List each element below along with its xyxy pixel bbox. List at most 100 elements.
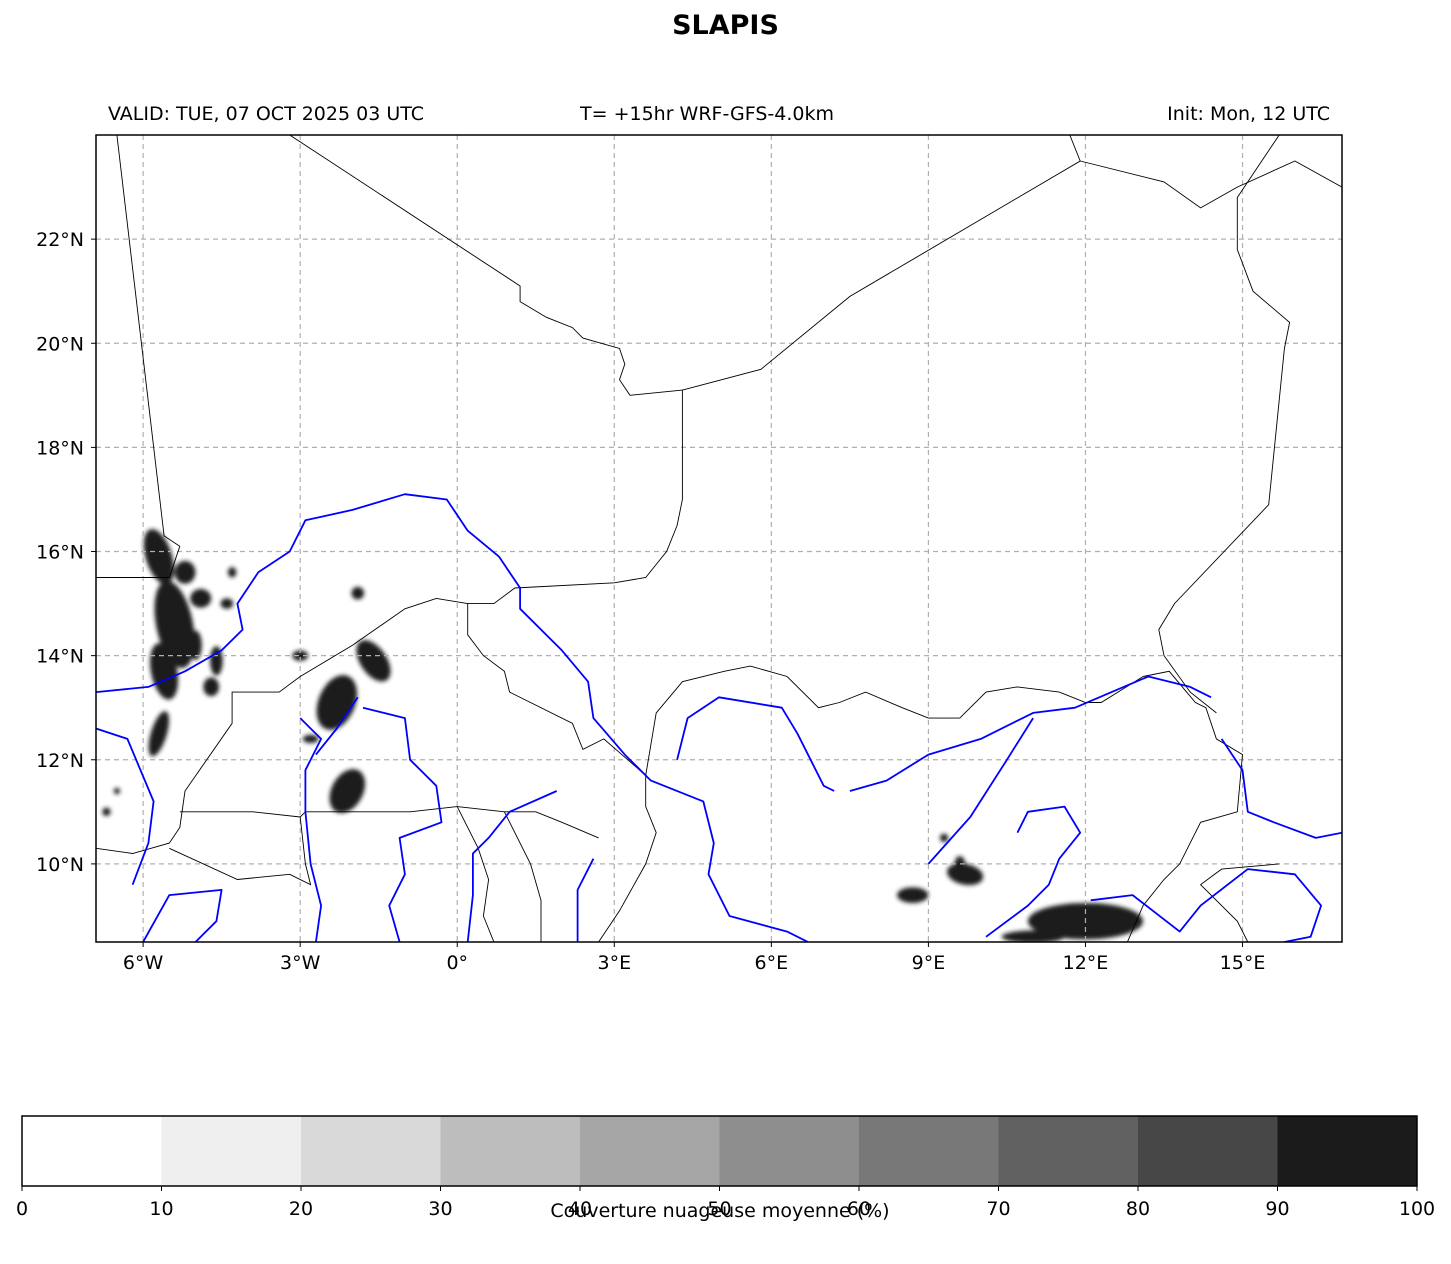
- cloud-cover-patch: [897, 887, 929, 903]
- river-line: [849, 675, 1212, 792]
- cloud-cover-patch: [148, 711, 170, 757]
- colorbar: [22, 1116, 1418, 1186]
- colorbar-tick-label: 0: [16, 1198, 28, 1220]
- river-line: [96, 727, 155, 886]
- lat-tick-label: 20°N: [36, 333, 84, 355]
- colorbar-tick-label: 100: [1399, 1198, 1435, 1220]
- cloud-cover-patch: [174, 560, 196, 584]
- lon-tick-label: 3°W: [280, 952, 321, 974]
- country-border: [169, 816, 312, 886]
- country-border: [1199, 863, 1280, 942]
- cloud-cover-patch: [102, 807, 111, 817]
- cloud-cover-patch: [316, 675, 358, 730]
- cloud-cover-patch: [210, 646, 223, 676]
- colorbar-swatch: [301, 1116, 441, 1186]
- river-line: [362, 706, 443, 942]
- latitude-ticks: 22°N 20°N 18°N 16°N 14°N 12°N 10°N: [36, 229, 96, 876]
- country-border: [179, 806, 599, 839]
- cloud-cover-patch: [954, 856, 966, 872]
- colorbar-swatch: [1277, 1116, 1418, 1186]
- cloud-cover-patch: [203, 677, 220, 697]
- river-line: [985, 805, 1082, 938]
- lat-tick-label: 22°N: [36, 229, 84, 251]
- colorbar-tick-label: 20: [289, 1198, 313, 1220]
- colorbar-tick-label: 30: [428, 1198, 452, 1220]
- longitude-ticks: 6°W 3°W 0° 3°E 6°E 9°E 12°E 15°E: [123, 942, 1265, 974]
- colorbar-swatch: [859, 1116, 999, 1186]
- lon-tick-label: 3°E: [597, 952, 631, 974]
- colorbar-swatch: [440, 1116, 581, 1186]
- river-line: [315, 696, 359, 756]
- colorbar-tick-label: 50: [707, 1198, 731, 1220]
- river-line: [927, 717, 1034, 865]
- lon-tick-label: 9°E: [912, 952, 946, 974]
- lat-tick-label: 10°N: [36, 854, 84, 876]
- colorbar-swatch: [998, 1116, 1139, 1186]
- cloud-cover-patch: [1001, 930, 1065, 942]
- country-borders: [96, 135, 1342, 942]
- lat-tick-label: 16°N: [36, 542, 84, 564]
- country-border: [96, 390, 683, 854]
- lat-tick-label: 14°N: [36, 646, 84, 668]
- country-border: [289, 135, 1081, 396]
- cloud-cover-patch: [189, 630, 202, 660]
- colorbar-tick-label: 10: [149, 1198, 173, 1220]
- river-line: [466, 790, 558, 942]
- cloud-cover-patch: [351, 586, 365, 600]
- colorbar-tick-label: 80: [1126, 1198, 1150, 1220]
- lat-tick-label: 18°N: [36, 437, 84, 459]
- lon-tick-label: 15°E: [1220, 952, 1266, 974]
- country-border: [1158, 135, 1291, 714]
- cloud-cover-patch: [329, 769, 366, 813]
- cloud-cover-patch: [143, 529, 174, 585]
- cloud-cover-patch: [220, 598, 234, 609]
- map-background: [96, 135, 1342, 942]
- cloud-cover-patch: [190, 589, 212, 608]
- colorbar-swatch: [580, 1116, 720, 1186]
- rivers-layer: [96, 493, 1342, 942]
- river-line: [576, 858, 595, 942]
- colorbar-tick-label: 60: [847, 1198, 871, 1220]
- cloud-cover-patch: [356, 640, 391, 682]
- map-title: SLAPIS: [672, 10, 779, 41]
- colorbar-label: Couverture nuageuse moyenne (%): [550, 1200, 890, 1222]
- lon-tick-label: 6°E: [755, 952, 789, 974]
- map-frame: [95, 134, 1343, 943]
- lon-tick-label: 6°W: [123, 952, 164, 974]
- colorbar-swatch: [161, 1116, 302, 1186]
- river-line: [96, 493, 809, 942]
- country-border: [1080, 160, 1342, 209]
- river-line: [676, 696, 835, 792]
- river-line: [299, 717, 323, 942]
- country-border: [503, 811, 542, 942]
- colorbar-swatch: [22, 1116, 162, 1186]
- country-border: [456, 806, 495, 942]
- graticule: [96, 135, 1342, 942]
- cloud-cover-patch: [113, 787, 121, 795]
- colorbar-swatch: [719, 1116, 860, 1186]
- lon-tick-label: 0°: [446, 952, 468, 974]
- cloud-cover-patch: [292, 650, 309, 661]
- colorbar-tick-label: 40: [568, 1198, 592, 1220]
- country-border: [645, 665, 1243, 942]
- valid-time-label: VALID: TUE, 07 OCT 2025 03 UTC: [108, 103, 424, 125]
- lat-tick-label: 12°N: [36, 750, 84, 772]
- country-border: [96, 135, 181, 578]
- colorbar-ticks: 0 10 20 30 40 50 60 70 80 90 100: [16, 1186, 1435, 1220]
- country-border: [467, 603, 657, 942]
- cloud-cover-layer: [102, 529, 1144, 942]
- river-line: [142, 889, 223, 942]
- cloud-cover-patch: [302, 734, 319, 744]
- init-time-label: Init: Mon, 12 UTC: [1167, 103, 1330, 125]
- forecast-run-label: T= +15hr WRF-GFS-4.0km: [580, 103, 834, 125]
- cloud-cover-patch: [227, 567, 237, 578]
- cloud-cover-patch: [150, 643, 179, 700]
- colorbar-tick-label: 90: [1265, 1198, 1289, 1220]
- colorbar-tick-label: 70: [986, 1198, 1010, 1220]
- cloud-cover-patch: [939, 833, 949, 843]
- river-line: [1090, 868, 1322, 942]
- lon-tick-label: 12°E: [1063, 952, 1109, 974]
- colorbar-swatch: [1138, 1116, 1278, 1186]
- river-line: [1220, 738, 1342, 839]
